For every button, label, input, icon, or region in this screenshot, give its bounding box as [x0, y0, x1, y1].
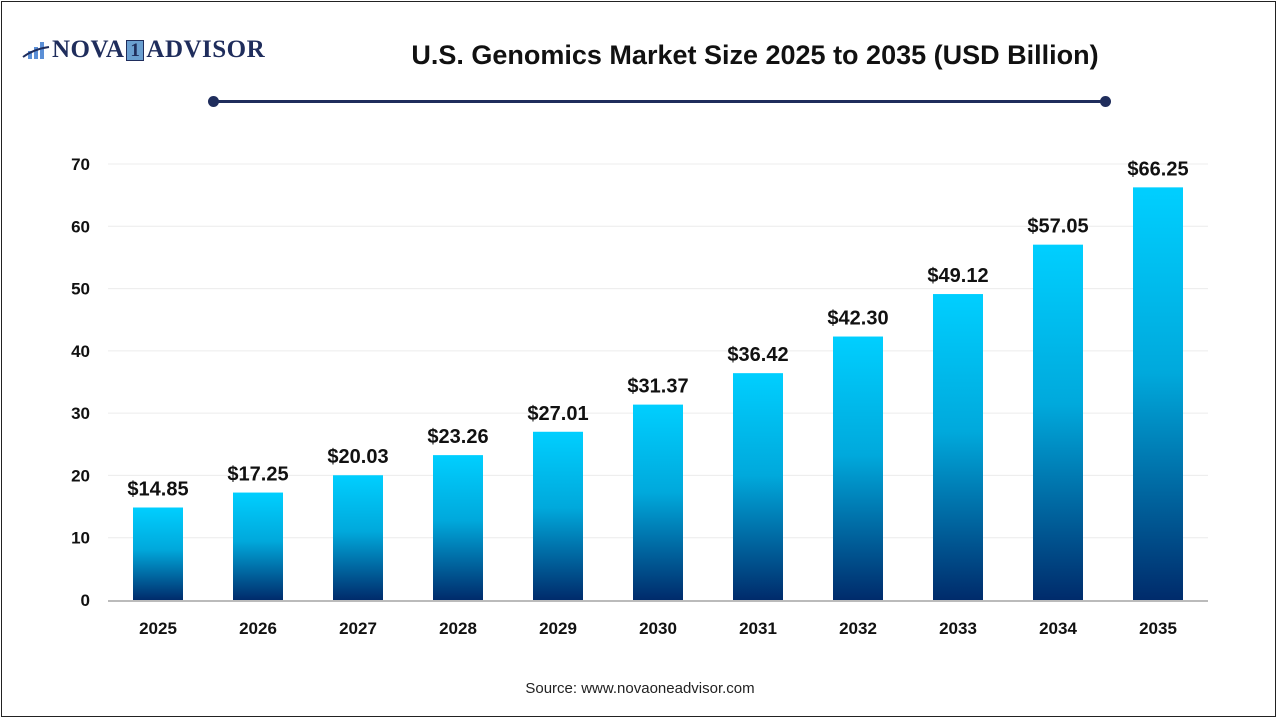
logo-text-one: 1: [126, 39, 145, 61]
bar-chart-logo-icon: [22, 42, 50, 59]
bar-2032: [833, 336, 883, 600]
source-note: Source: www.novaoneadvisor.com: [525, 680, 755, 697]
bar-2026: [233, 492, 283, 600]
title-underline: [213, 100, 1106, 103]
data-label: $42.30: [827, 308, 888, 330]
y-tick-label: 20: [71, 466, 90, 485]
x-tick-label: 2026: [239, 619, 277, 638]
nova-advisor-logo: NOVA 1 ADVISOR: [22, 36, 265, 64]
y-tick-label: 70: [71, 155, 90, 174]
bar-2029: [533, 431, 583, 600]
y-tick-label: 0: [81, 591, 90, 610]
bar-2033: [933, 294, 983, 600]
x-tick-label: 2035: [1139, 619, 1177, 638]
x-tick-label: 2031: [739, 619, 777, 638]
x-tick-label: 2034: [1039, 619, 1077, 638]
bar-2027: [333, 475, 383, 600]
x-tick-label: 2029: [539, 619, 577, 638]
data-label: $31.37: [627, 376, 688, 398]
bar-2028: [433, 455, 483, 600]
y-tick-label: 40: [71, 342, 90, 361]
x-tick-label: 2025: [139, 619, 177, 638]
bar-2030: [633, 404, 683, 600]
x-tick-label: 2030: [639, 619, 677, 638]
logo-text-advisor: ADVISOR: [146, 36, 266, 63]
chart-title: U.S. Genomics Market Size 2025 to 2035 (…: [411, 40, 1099, 70]
data-label: $27.01: [527, 403, 588, 425]
data-label: $23.26: [427, 426, 488, 448]
logo-text-nova: NOVA: [52, 36, 125, 63]
data-label: $66.25: [1127, 158, 1188, 180]
underline-right-dot: [1100, 96, 1111, 107]
y-tick-label: 10: [71, 529, 90, 548]
bar-2034: [1033, 244, 1083, 600]
underline-left-dot: [208, 96, 219, 107]
x-tick-label: 2028: [439, 619, 477, 638]
y-tick-label: 50: [71, 280, 90, 299]
y-tick-label: 60: [71, 217, 90, 236]
y-tick-label: 30: [71, 404, 90, 423]
bar-2031: [733, 373, 783, 600]
bar-2025: [133, 507, 183, 600]
data-label: $57.05: [1027, 216, 1088, 238]
data-label: $36.42: [727, 344, 788, 366]
data-label: $49.12: [927, 265, 988, 287]
data-label: $20.03: [327, 446, 388, 468]
bar-2035: [1133, 187, 1183, 600]
x-tick-label: 2027: [339, 619, 377, 638]
data-label: $17.25: [227, 464, 288, 486]
data-label: $14.85: [127, 479, 188, 501]
x-tick-label: 2032: [839, 619, 877, 638]
x-tick-label: 2033: [939, 619, 977, 638]
